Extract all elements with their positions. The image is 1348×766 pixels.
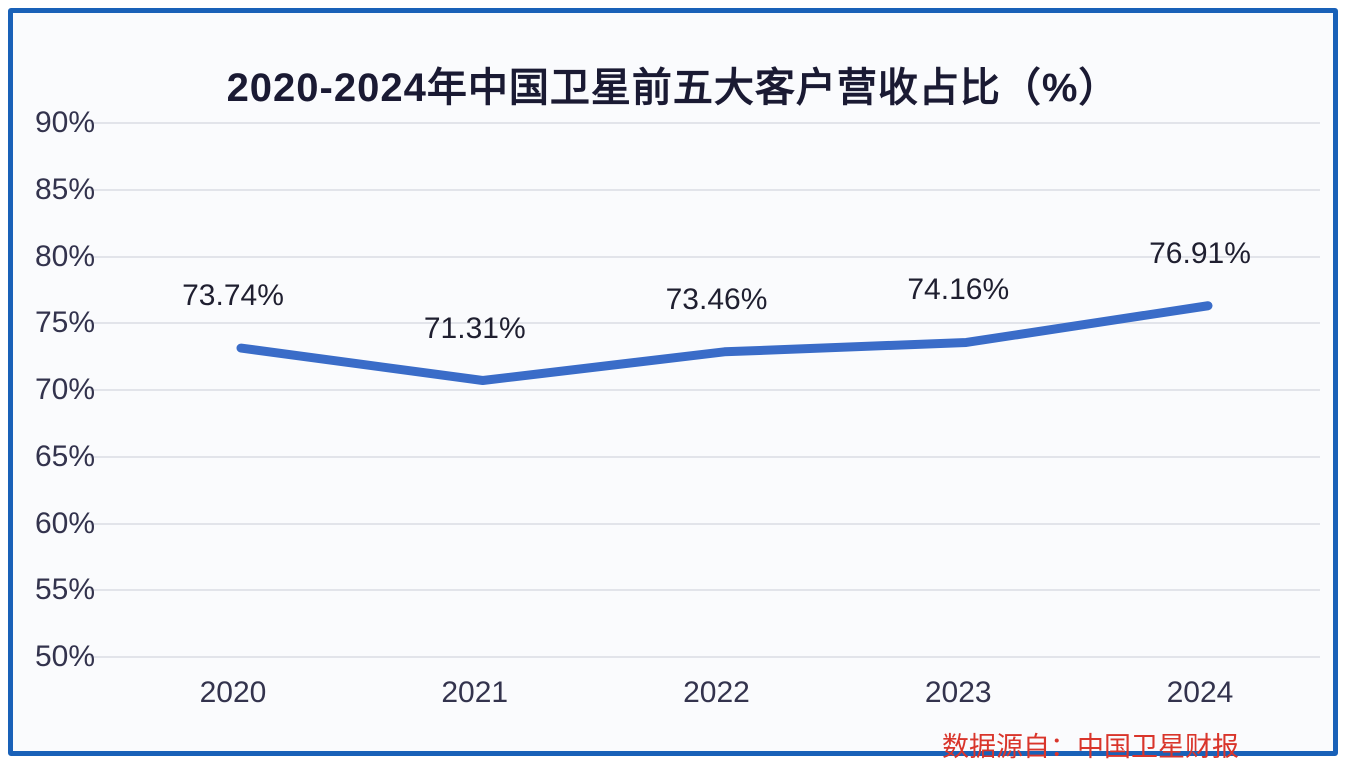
gridline-85% — [90, 188, 1320, 191]
y-tick-label: 70% — [35, 373, 96, 406]
y-tick-label: 80% — [35, 239, 96, 273]
y-tick-label: 85% — [35, 172, 96, 206]
x-tick-label: 2024 — [1166, 676, 1234, 709]
x-tick-label: 2022 — [683, 676, 750, 709]
gridline-80% — [90, 255, 1320, 258]
data-point-label: 73.46% — [665, 282, 768, 316]
x-tick-label: 2020 — [199, 676, 267, 709]
x-tick-label: 2021 — [441, 676, 509, 709]
y-tick-label: 90% — [35, 106, 96, 139]
y-tick-label: 75% — [35, 306, 96, 340]
gridline-75% — [90, 322, 1320, 325]
data-point-label: 71.31% — [423, 311, 526, 345]
chart-frame: 2020-2024年中国卫星前五大客户营收占比（%） 90% 85% 80% 75% 7… — [8, 8, 1338, 762]
y-tick-label: 55% — [35, 573, 96, 607]
data-point-label: 73.74% — [182, 279, 284, 313]
chart-title: 2020-2024年中国卫星前五大客户营收占比（%） — [226, 66, 1120, 110]
gridline-55% — [90, 589, 1320, 592]
gridline-60% — [90, 522, 1320, 525]
y-tick-label: 60% — [35, 506, 96, 540]
series-line — [236, 301, 1213, 386]
x-tick-label: 2023 — [924, 676, 992, 709]
y-tick-label: 65% — [35, 439, 96, 473]
data-point-label: 74.16% — [907, 273, 1010, 307]
y-tick-label: 50% — [35, 640, 96, 673]
source-note: 数据源自：中国卫星财报 — [942, 732, 1239, 762]
gridline-70% — [90, 389, 1320, 391]
line-series-svg — [236, 301, 1213, 386]
data-point-label: 76.91% — [1149, 236, 1251, 270]
gridline-65% — [90, 455, 1320, 458]
gridline-90% — [90, 122, 1320, 124]
gridline-50% — [90, 656, 1320, 658]
